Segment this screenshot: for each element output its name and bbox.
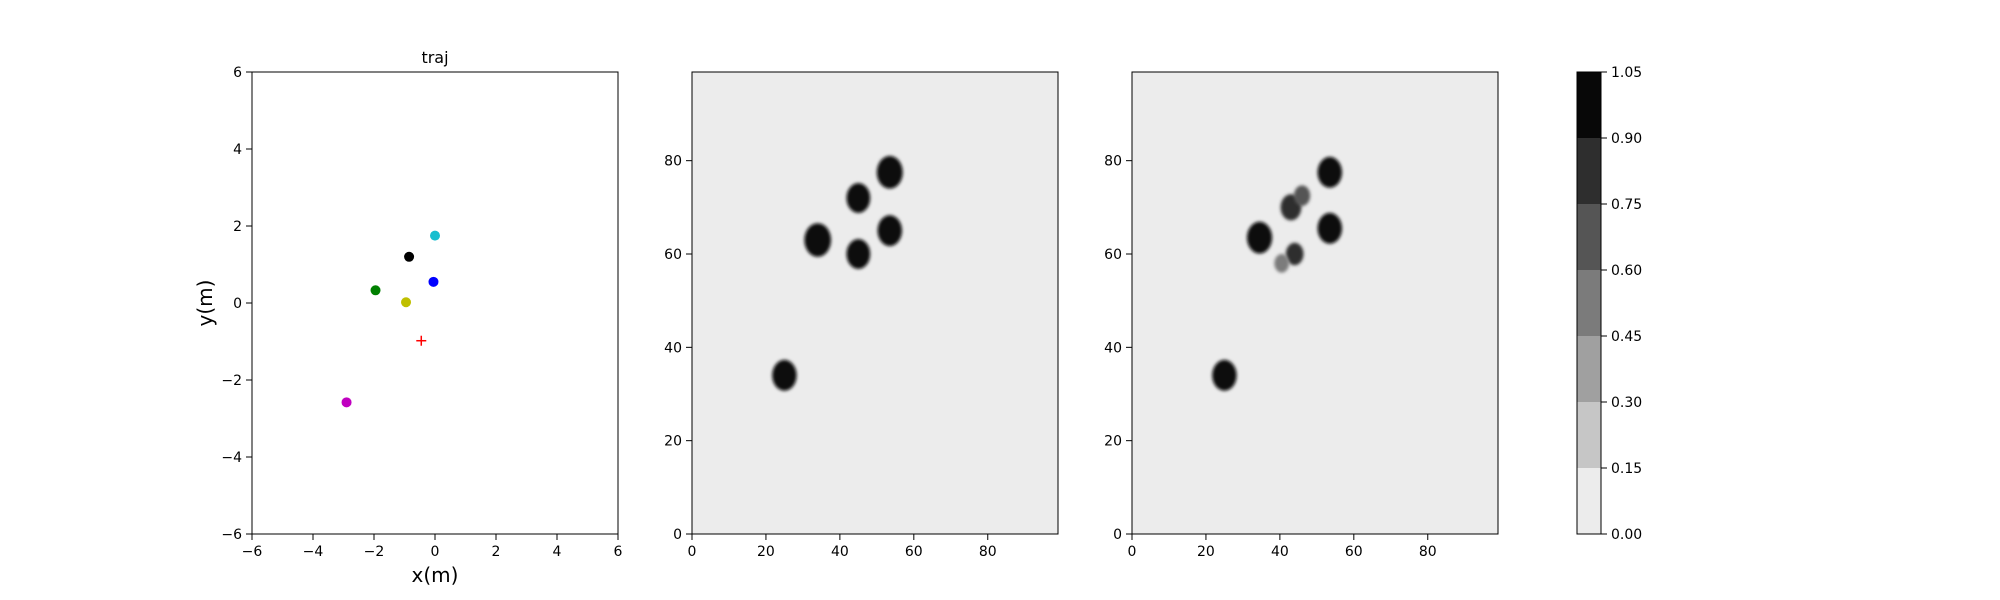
- heatmap1-y-tick-label: 0: [673, 527, 682, 543]
- heatmap-2-y-ticks: 0 20 40 60 80: [1104, 154, 1132, 543]
- scatter-x-tick-label: −6: [242, 544, 263, 560]
- colorbar-tick-label: 1.05: [1611, 65, 1642, 81]
- colorbar-ticks: 0.00 0.15 0.30 0.45 0.60 0.75 0.90 1.05: [1601, 65, 1642, 543]
- scatter-x-ticks: −6 −4 −2 0 2 4 6: [242, 534, 623, 560]
- scatter-point: [428, 276, 439, 287]
- scatter-point: [370, 285, 381, 296]
- heatmap2-x-tick-label: 60: [1345, 544, 1363, 560]
- heatmap-1-blobs: [772, 156, 903, 391]
- heatmap-1-axes-frame: [691, 71, 1059, 535]
- scatter-y-axis-label: y(m): [193, 280, 217, 327]
- scatter-axes-frame: [251, 71, 619, 535]
- scatter-y-tick-label: −6: [221, 527, 242, 543]
- colorbar-frame: [1576, 71, 1602, 535]
- heatmap1-x-tick-label: 40: [831, 544, 849, 560]
- heatmap2-y-tick-label: 60: [1104, 247, 1122, 263]
- colorbar-band: [1577, 138, 1601, 204]
- heatmap2-x-tick-label: 80: [1419, 544, 1437, 560]
- heatmap1-blob: [876, 156, 903, 189]
- heatmap1-y-tick-label: 40: [664, 340, 682, 356]
- colorbar-tick-label: 0.00: [1611, 527, 1642, 543]
- heatmap2-blob: [1212, 359, 1237, 391]
- scatter-points: [341, 230, 440, 408]
- colorbar-band: [1577, 270, 1601, 336]
- heatmap1-x-tick-label: 80: [979, 544, 997, 560]
- colorbar-band: [1577, 336, 1601, 402]
- scatter-x-tick-label: −2: [364, 544, 385, 560]
- heatmap-2-blobs: [1212, 156, 1342, 391]
- colorbar-tick-label: 0.75: [1611, 197, 1642, 213]
- colorbar: 0.00 0.15 0.30 0.45 0.60 0.75 0.90 1.05: [1576, 65, 1642, 543]
- heatmap-1-background: [692, 72, 1058, 534]
- colorbar-tick-label: 0.90: [1611, 131, 1642, 147]
- heatmap-2-x-ticks: 0 20 40 60 80: [1128, 534, 1437, 560]
- heatmap1-x-tick-label: 0: [688, 544, 697, 560]
- heatmap-1-x-ticks: 0 20 40 60 80: [688, 534, 997, 560]
- trajectory-scatter-panel: traj −6 −4 −2 0 2 4 6 −6 −4 −2 0 2 4 6 x(m) y(m): [193, 48, 623, 587]
- heatmap2-y-tick-label: 20: [1104, 434, 1122, 450]
- scatter-y-tick-label: 2: [233, 219, 242, 235]
- scatter-x-tick-label: 4: [553, 544, 562, 560]
- heatmap1-y-tick-label: 80: [664, 154, 682, 170]
- scatter-point: [404, 251, 415, 262]
- heatmap2-blob: [1293, 185, 1311, 206]
- heatmap-2-background: [1132, 72, 1498, 534]
- scatter-point-plus: [416, 335, 427, 346]
- scatter-y-tick-label: −2: [221, 373, 242, 389]
- scatter-x-tick-label: 0: [431, 544, 440, 560]
- scatter-point: [430, 230, 440, 241]
- heatmap2-y-tick-label: 40: [1104, 340, 1122, 356]
- heatmap2-blob: [1246, 221, 1273, 254]
- heatmap-2-axes-frame: [1131, 71, 1499, 535]
- heatmap1-y-tick-label: 20: [664, 434, 682, 450]
- colorbar-bands: [1577, 72, 1601, 534]
- scatter-y-tick-label: 0: [233, 296, 242, 312]
- occupancy-heatmap-panel-1: 0 20 40 60 80 0 20 40 60 80: [664, 71, 1059, 560]
- scatter-title: traj: [421, 48, 448, 67]
- colorbar-band: [1577, 204, 1601, 270]
- colorbar-band: [1577, 468, 1601, 534]
- heatmap2-blob: [1274, 254, 1290, 273]
- colorbar-tick-label: 0.60: [1611, 263, 1642, 279]
- scatter-x-tick-label: 2: [492, 544, 501, 560]
- colorbar-tick-label: 0.30: [1611, 395, 1642, 411]
- heatmap2-x-tick-label: 0: [1128, 544, 1137, 560]
- scatter-point: [341, 397, 352, 408]
- colorbar-band: [1577, 402, 1601, 468]
- scatter-y-tick-label: 6: [233, 65, 242, 81]
- heatmap2-x-tick-label: 20: [1197, 544, 1215, 560]
- colorbar-tick-label: 0.45: [1611, 329, 1642, 345]
- colorbar-band: [1577, 72, 1601, 138]
- heatmap2-y-tick-label: 80: [1104, 154, 1122, 170]
- occupancy-heatmap-panel-2: 0 20 40 60 80 0 20 40 60 80: [1104, 71, 1499, 560]
- scatter-y-ticks: −6 −4 −2 0 2 4 6: [221, 65, 252, 543]
- heatmap2-blob: [1317, 212, 1342, 244]
- heatmap1-blob: [846, 183, 871, 213]
- scatter-x-axis-label: x(m): [412, 563, 459, 587]
- heatmap2-blob: [1285, 242, 1304, 266]
- colorbar-tick-label: 0.15: [1611, 461, 1642, 477]
- scatter-point: [401, 297, 412, 308]
- heatmap2-x-tick-label: 40: [1271, 544, 1289, 560]
- heatmap2-blob: [1317, 156, 1342, 188]
- heatmap1-blob: [804, 223, 832, 257]
- heatmap-1-y-ticks: 0 20 40 60 80: [664, 154, 692, 543]
- heatmap1-blob: [846, 239, 871, 269]
- heatmap2-y-tick-label: 0: [1113, 527, 1122, 543]
- heatmap1-x-tick-label: 60: [905, 544, 923, 560]
- scatter-y-tick-label: 4: [233, 142, 242, 158]
- heatmap1-y-tick-label: 60: [664, 247, 682, 263]
- scatter-x-tick-label: −4: [303, 544, 324, 560]
- heatmap1-blob: [877, 215, 902, 247]
- scatter-x-tick-label: 6: [614, 544, 623, 560]
- scatter-y-tick-label: −4: [221, 450, 242, 466]
- heatmap1-blob: [772, 359, 797, 391]
- heatmap1-x-tick-label: 20: [757, 544, 775, 560]
